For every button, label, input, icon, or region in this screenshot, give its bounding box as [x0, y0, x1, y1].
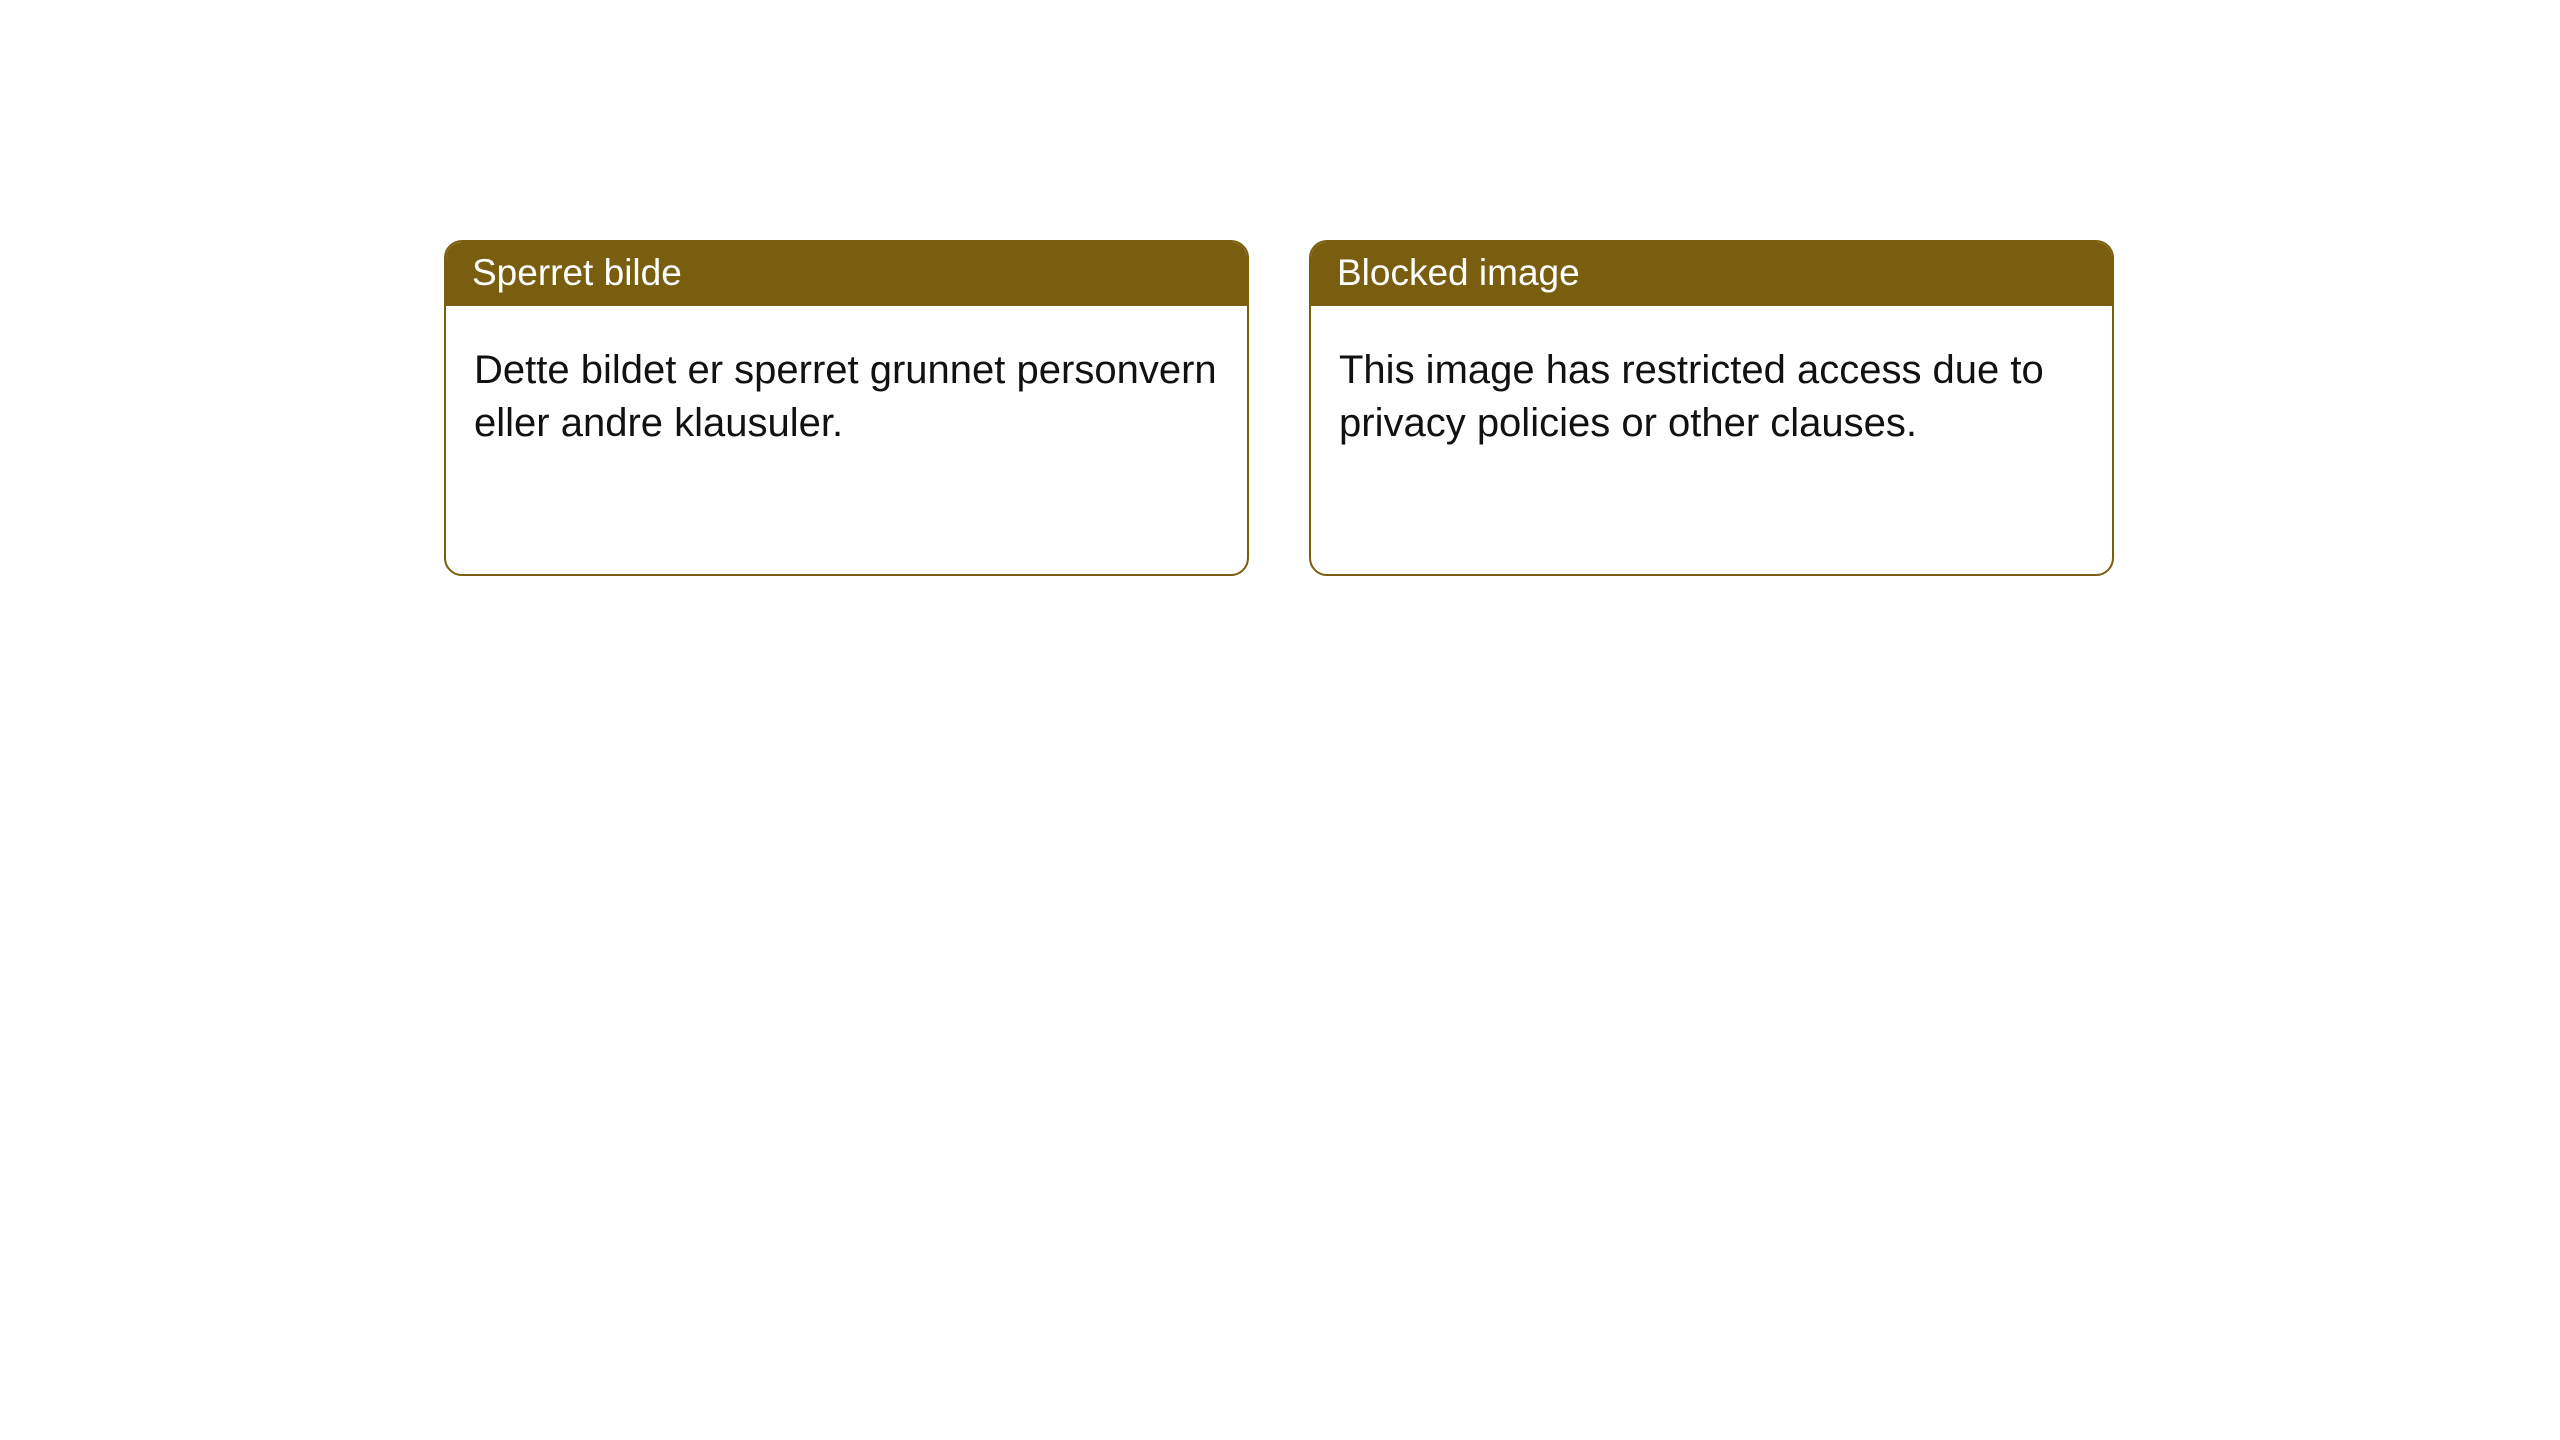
card-title: Sperret bilde	[446, 242, 1247, 306]
card-title: Blocked image	[1311, 242, 2112, 306]
notice-container: Sperret bilde Dette bildet er sperret gr…	[0, 0, 2560, 576]
blocked-image-card-en: Blocked image This image has restricted …	[1309, 240, 2114, 576]
card-body: This image has restricted access due to …	[1311, 306, 2112, 574]
card-body: Dette bildet er sperret grunnet personve…	[446, 306, 1247, 574]
blocked-image-card-no: Sperret bilde Dette bildet er sperret gr…	[444, 240, 1249, 576]
